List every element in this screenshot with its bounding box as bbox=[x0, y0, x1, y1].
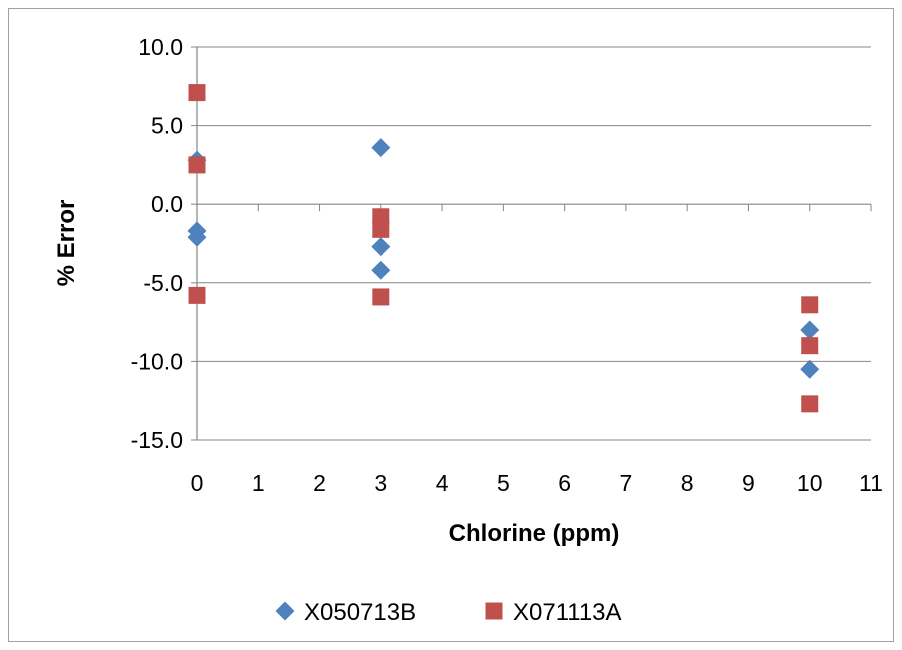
data-point bbox=[800, 359, 820, 379]
legend-item: X050713B bbox=[275, 599, 416, 626]
x-tick-label: 6 bbox=[558, 470, 571, 496]
legend: X050713B X071113A bbox=[275, 599, 622, 626]
x-tick-label: 2 bbox=[313, 470, 326, 496]
y-tick-label: 5.0 bbox=[151, 113, 183, 139]
legend-label: X071113A bbox=[513, 599, 622, 626]
data-points bbox=[187, 84, 820, 413]
data-point bbox=[372, 288, 390, 306]
x-tick-label: 5 bbox=[497, 470, 510, 496]
y-tick-label: -5.0 bbox=[143, 270, 183, 296]
tick-labels: 10.0 5.0 0.0 -5.0 -10.0 -15.0 0 1 2 3 4 5 6 7 8 9 10 11 bbox=[131, 34, 883, 496]
legend-item: X071113A bbox=[485, 599, 622, 626]
x-tick-label: 11 bbox=[859, 470, 883, 496]
legend-label: X050713B bbox=[304, 599, 416, 626]
x-tick-label: 9 bbox=[742, 470, 755, 496]
x-tick-label: 8 bbox=[681, 470, 694, 496]
data-point bbox=[371, 138, 391, 158]
x-tick-label: 4 bbox=[436, 470, 449, 496]
legend-diamond-icon bbox=[275, 601, 295, 621]
data-point bbox=[371, 260, 391, 280]
data-point bbox=[800, 320, 820, 340]
data-point bbox=[372, 220, 390, 238]
data-point bbox=[371, 237, 391, 257]
x-tick-label: 10 bbox=[797, 470, 823, 496]
data-point bbox=[801, 395, 819, 413]
y-tick-label: -15.0 bbox=[131, 427, 183, 453]
x-tick-label: 3 bbox=[374, 470, 387, 496]
x-tick-label: 1 bbox=[252, 470, 265, 496]
x-tick-label: 0 bbox=[191, 470, 204, 496]
data-point bbox=[188, 156, 206, 174]
series-2 bbox=[188, 84, 819, 413]
legend-square-icon bbox=[485, 602, 503, 620]
y-tick-label: 10.0 bbox=[138, 34, 183, 60]
chart-area-border bbox=[8, 8, 894, 642]
data-point bbox=[188, 84, 206, 102]
x-tick-label: 7 bbox=[620, 470, 633, 496]
data-point bbox=[801, 337, 819, 355]
data-point bbox=[188, 286, 206, 304]
x-axis-title: Chlorine (ppm) bbox=[449, 520, 620, 547]
y-tick-label: -10.0 bbox=[131, 348, 183, 374]
gridlines bbox=[197, 46, 871, 441]
data-point bbox=[187, 227, 207, 247]
y-tick-label: 0.0 bbox=[151, 191, 183, 217]
y-axis-title: % Error bbox=[53, 200, 80, 287]
data-point bbox=[801, 296, 819, 314]
